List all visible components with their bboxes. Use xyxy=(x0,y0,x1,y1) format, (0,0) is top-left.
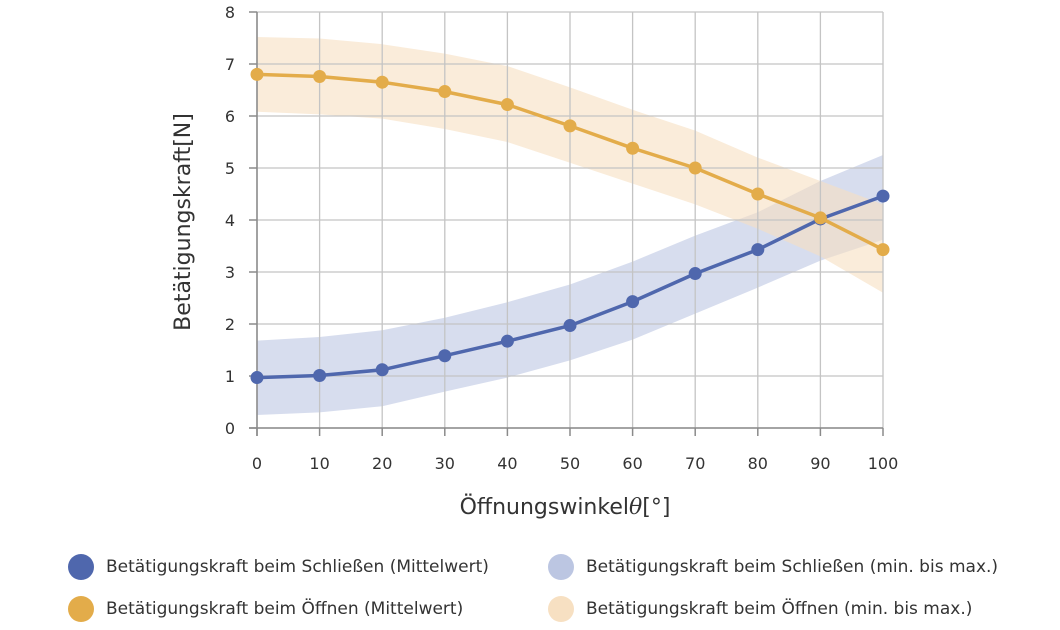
data-point-opening xyxy=(438,85,452,99)
legend-label-opening-range: Betätigungskraft beim Öffnen (min. bis m… xyxy=(586,599,973,619)
x-tick-label: 40 xyxy=(497,454,517,473)
data-point-closing xyxy=(751,243,765,257)
y-tick-label: 5 xyxy=(225,159,235,178)
y-tick-label: 1 xyxy=(225,367,235,386)
data-point-closing xyxy=(688,267,702,281)
legend-item-closing-range: Betätigungskraft beim Schließen (min. bi… xyxy=(548,554,998,580)
x-tick-label: 30 xyxy=(435,454,455,473)
data-point-opening xyxy=(751,187,765,201)
data-point-opening xyxy=(626,141,640,155)
legend-item-opening-range: Betätigungskraft beim Öffnen (min. bis m… xyxy=(548,596,972,622)
data-point-opening xyxy=(375,75,389,89)
data-point-opening xyxy=(688,161,702,175)
data-point-closing xyxy=(626,295,640,309)
y-tick-label: 8 xyxy=(225,3,235,22)
data-point-opening xyxy=(500,98,514,112)
legend-label-closing-range: Betätigungskraft beim Schließen (min. bi… xyxy=(586,557,999,577)
y-tick-label: 4 xyxy=(225,211,235,230)
x-tick-label: 90 xyxy=(810,454,830,473)
y-tick-label: 6 xyxy=(225,107,235,126)
x-tick-label: 0 xyxy=(252,454,262,473)
x-tick-label: 50 xyxy=(560,454,580,473)
y-axis-title: Betätigungskraft[N] xyxy=(171,113,196,331)
data-point-opening xyxy=(876,243,890,257)
series-lines xyxy=(250,67,890,385)
data-point-closing xyxy=(876,189,890,203)
data-point-opening xyxy=(250,67,264,81)
x-axis-title-symbol: θ xyxy=(629,495,642,520)
legend-swatch-opening-mean xyxy=(68,596,94,622)
legend-item-opening-mean: Betätigungskraft beim Öffnen (Mittelwert… xyxy=(68,596,463,622)
legend-label-closing-mean: Betätigungskraft beim Schließen (Mittelw… xyxy=(106,557,489,577)
data-point-opening xyxy=(813,211,827,225)
x-tick-label: 70 xyxy=(685,454,705,473)
y-tick-label: 3 xyxy=(225,263,235,282)
data-point-closing xyxy=(313,368,327,382)
data-point-closing xyxy=(375,363,389,377)
legend-item-closing-mean: Betätigungskraft beim Schließen (Mittelw… xyxy=(68,554,489,580)
data-point-closing xyxy=(250,371,264,385)
legend: Betätigungskraft beim Schließen (Mittelw… xyxy=(0,548,1060,628)
data-point-closing xyxy=(438,349,452,363)
x-axis-title: Öffnungswinkelθ[°] xyxy=(460,494,671,520)
range-band-opening xyxy=(257,37,883,293)
legend-swatch-opening-range xyxy=(548,596,574,622)
x-tick-label: 100 xyxy=(868,454,899,473)
data-point-opening xyxy=(563,119,577,133)
x-tick-label: 20 xyxy=(372,454,392,473)
y-tick-label: 2 xyxy=(225,315,235,334)
legend-label-opening-mean: Betätigungskraft beim Öffnen (Mittelwert… xyxy=(106,599,464,619)
x-tick-label: 80 xyxy=(748,454,768,473)
x-tick-label: 60 xyxy=(622,454,642,473)
tick-labels: 0 10 20 30 40 50 60 70 80 90 100 0 1 2 3 4 5 6 7 8 xyxy=(225,3,898,473)
y-tick-label: 0 xyxy=(225,419,235,438)
data-point-closing xyxy=(500,334,514,348)
legend-swatch-closing-range xyxy=(548,554,574,580)
x-axis-title-unit: [°] xyxy=(642,495,670,520)
x-axis-title-text: Öffnungswinkel xyxy=(460,494,629,520)
data-point-closing xyxy=(563,319,577,333)
x-tick-label: 10 xyxy=(309,454,329,473)
data-point-opening xyxy=(313,69,327,83)
line-chart: 0 10 20 30 40 50 60 70 80 90 100 0 1 2 3 4 5 6 7 8 Betätigu… xyxy=(171,3,898,520)
y-tick-label: 7 xyxy=(225,55,235,74)
legend-swatch-closing-mean xyxy=(68,554,94,580)
